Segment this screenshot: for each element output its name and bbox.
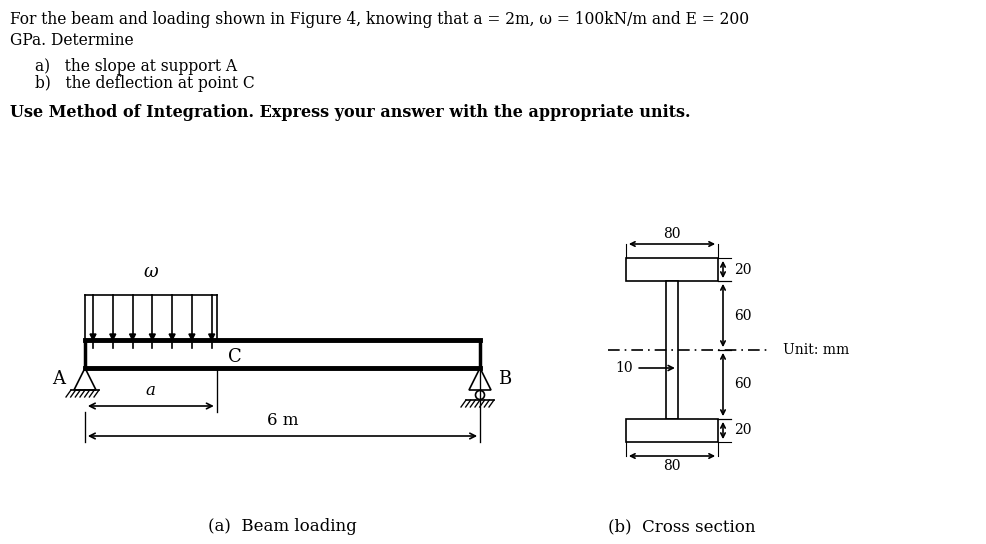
Text: 60: 60 bbox=[734, 308, 751, 323]
Text: 80: 80 bbox=[664, 227, 680, 241]
Text: B: B bbox=[498, 370, 512, 388]
Bar bbox=[85, 340, 480, 368]
Text: a)   the slope at support A: a) the slope at support A bbox=[35, 58, 237, 75]
Text: 20: 20 bbox=[734, 263, 751, 276]
Text: (a)  Beam loading: (a) Beam loading bbox=[208, 518, 357, 535]
Text: A: A bbox=[52, 370, 65, 388]
Polygon shape bbox=[90, 334, 96, 340]
Polygon shape bbox=[149, 334, 156, 340]
Text: a: a bbox=[146, 382, 156, 399]
Text: C: C bbox=[228, 348, 242, 366]
Circle shape bbox=[475, 391, 484, 399]
Polygon shape bbox=[189, 334, 195, 340]
Text: b)   the deflection at point C: b) the deflection at point C bbox=[35, 75, 254, 92]
Bar bbox=[626, 419, 718, 442]
Bar bbox=[667, 281, 677, 419]
Text: (b)  Cross section: (b) Cross section bbox=[608, 518, 755, 535]
Text: GPa. Determine: GPa. Determine bbox=[10, 32, 134, 49]
Text: Unit: mm: Unit: mm bbox=[783, 343, 849, 357]
Polygon shape bbox=[74, 368, 96, 390]
Text: 60: 60 bbox=[734, 378, 751, 392]
Text: ω: ω bbox=[144, 263, 158, 281]
Polygon shape bbox=[109, 334, 115, 340]
Bar bbox=[626, 258, 718, 281]
Text: 10: 10 bbox=[615, 361, 633, 375]
Text: 6 m: 6 m bbox=[267, 412, 298, 429]
Text: Use Method of Integration. Express your answer with the appropriate units.: Use Method of Integration. Express your … bbox=[10, 104, 690, 121]
Polygon shape bbox=[170, 334, 176, 340]
Polygon shape bbox=[209, 334, 215, 340]
Polygon shape bbox=[129, 334, 135, 340]
Text: 80: 80 bbox=[664, 459, 680, 473]
Text: For the beam and loading shown in Figure 4, knowing that a = 2m, ω = 100kN/m and: For the beam and loading shown in Figure… bbox=[10, 11, 749, 28]
Polygon shape bbox=[469, 368, 491, 390]
Text: 20: 20 bbox=[734, 423, 751, 437]
